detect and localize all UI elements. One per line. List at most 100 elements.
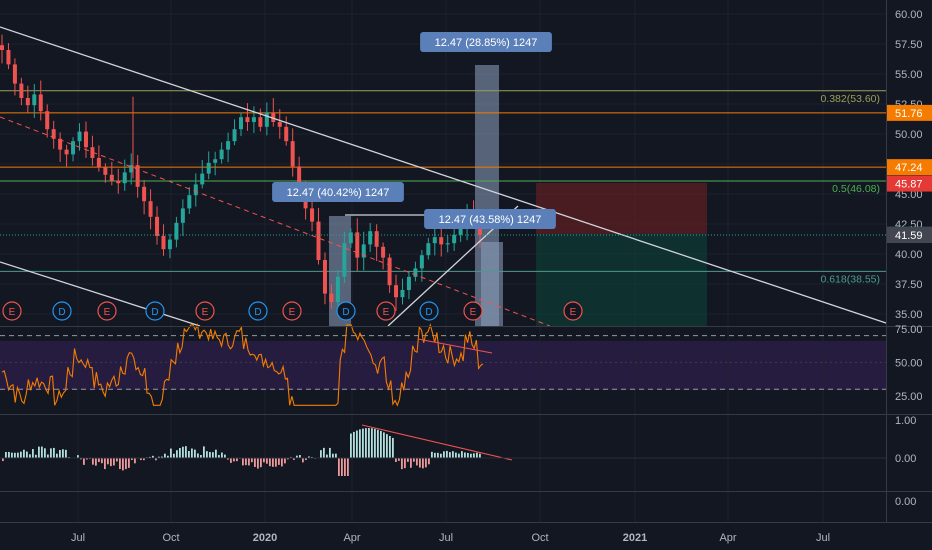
rsi-tick-label: 50.00: [895, 357, 923, 369]
histogram-bar: [170, 448, 172, 458]
histogram-bar: [227, 458, 229, 460]
histogram-bar: [434, 452, 436, 458]
histogram-bar: [359, 429, 361, 458]
price-badge[interactable]: 47.24: [887, 159, 932, 176]
main-resistance-trendline[interactable]: [0, 26, 887, 324]
svg-text:12.47 (28.85%) 1247: 12.47 (28.85%) 1247: [435, 37, 538, 49]
measure-label[interactable]: 12.47 (40.42%) 1247: [272, 182, 404, 202]
histogram-bar: [218, 455, 220, 458]
candle: [25, 85, 30, 113]
histogram-bar: [389, 435, 391, 458]
histogram-bar: [194, 449, 196, 458]
price-tick-label: 45.00: [895, 189, 923, 201]
dividend-marker[interactable]: D: [419, 301, 439, 321]
histogram-bar: [254, 458, 256, 467]
histogram-bar: [233, 458, 235, 462]
histogram-bar: [107, 458, 109, 465]
earnings-marker[interactable]: E: [195, 301, 215, 321]
histogram-bar: [401, 458, 403, 470]
dividend-marker[interactable]: D: [145, 301, 165, 321]
time-tick-label: 2020: [253, 532, 277, 544]
histogram-bar: [65, 449, 67, 458]
earnings-marker[interactable]: E: [463, 301, 483, 321]
histogram-bar: [242, 458, 244, 466]
histogram-bar: [200, 455, 202, 458]
histogram-bar: [461, 451, 463, 458]
histogram-bar: [134, 458, 136, 464]
svg-text:12.47 (40.42%) 1247: 12.47 (40.42%) 1247: [287, 187, 390, 199]
histogram-bar: [23, 449, 25, 458]
hist-tick-label: 0.00: [895, 453, 916, 465]
candle: [45, 104, 50, 138]
histogram-bar: [257, 458, 259, 469]
candle: [129, 153, 134, 185]
dividend-marker[interactable]: D: [336, 301, 356, 321]
measure-label[interactable]: 12.47 (43.58%) 1247: [424, 209, 556, 229]
histogram-bar: [209, 451, 211, 458]
candle: [342, 231, 347, 284]
histogram-bar: [245, 458, 247, 466]
price-badge[interactable]: 41.59: [887, 226, 932, 243]
histogram-bar: [86, 458, 88, 460]
histogram-bar: [5, 451, 7, 458]
time-tick-label: Jul: [71, 532, 85, 544]
time-axis[interactable]: Jul Oct 2020 Apr Jul Oct 2021 Apr Jul: [71, 532, 830, 544]
measure-label[interactable]: 12.47 (28.85%) 1247: [420, 32, 552, 52]
earnings-marker[interactable]: E: [2, 301, 22, 321]
svg-text:D: D: [151, 307, 158, 318]
histogram-bar: [272, 458, 274, 467]
candle: [245, 103, 250, 131]
rsi-tick-label: 75.00: [895, 324, 923, 336]
svg-text:E: E: [570, 307, 577, 318]
dividend-marker[interactable]: D: [52, 301, 72, 321]
histogram-bar: [344, 458, 346, 476]
candle: [77, 123, 82, 151]
dashed-support-trendline[interactable]: [0, 116, 551, 327]
histogram-bar: [476, 452, 478, 458]
histogram-bar: [398, 458, 400, 461]
histogram-bar: [455, 452, 457, 458]
fib-level-label: 0.382(53.60): [820, 93, 880, 105]
histogram-bar: [449, 452, 451, 458]
earnings-marker[interactable]: E: [97, 301, 117, 321]
svg-text:D: D: [342, 307, 349, 318]
price-tick-label: 57.50: [895, 39, 923, 51]
histogram-bar: [404, 458, 406, 469]
earnings-marker[interactable]: E: [563, 301, 583, 321]
histogram-bar: [266, 458, 268, 464]
histogram-bar: [410, 458, 412, 468]
histogram-bar: [335, 453, 337, 458]
price-badge[interactable]: 51.76: [887, 104, 932, 121]
pane-separators: [0, 0, 932, 523]
histogram-bar: [41, 446, 43, 458]
histogram-bar: [320, 450, 322, 458]
histogram-divergence-line[interactable]: [361, 424, 513, 461]
price-axis[interactable]: 60.0057.5055.0052.5050.0047.5045.0042.50…: [887, 9, 932, 508]
price-badge[interactable]: 45.87: [887, 175, 932, 192]
candle: [277, 109, 282, 139]
histogram-bar: [14, 452, 16, 458]
svg-text:12.47 (43.58%) 1247: 12.47 (43.58%) 1247: [439, 214, 542, 226]
grid-lines: [0, 0, 886, 522]
histogram-bar: [125, 458, 127, 470]
earnings-marker[interactable]: E: [376, 301, 396, 321]
histogram-bar: [473, 453, 475, 458]
histogram-bar: [224, 454, 226, 458]
histogram-bar: [296, 455, 298, 458]
time-tick-label: Apr: [719, 532, 736, 544]
histogram-bar: [422, 458, 424, 469]
histogram-bar: [167, 455, 169, 458]
lower-support-trendline[interactable]: [0, 261, 201, 327]
rsi-divergence-line[interactable]: [417, 338, 493, 354]
candle: [12, 58, 17, 96]
candle: [258, 108, 263, 132]
candle: [413, 261, 418, 282]
histogram-bar: [479, 453, 481, 458]
earnings-marker[interactable]: E: [282, 301, 302, 321]
histogram-bar: [299, 455, 301, 458]
dividend-marker[interactable]: D: [248, 301, 268, 321]
candle: [394, 274, 399, 311]
histogram-bar: [29, 454, 31, 458]
candle: [206, 151, 211, 180]
